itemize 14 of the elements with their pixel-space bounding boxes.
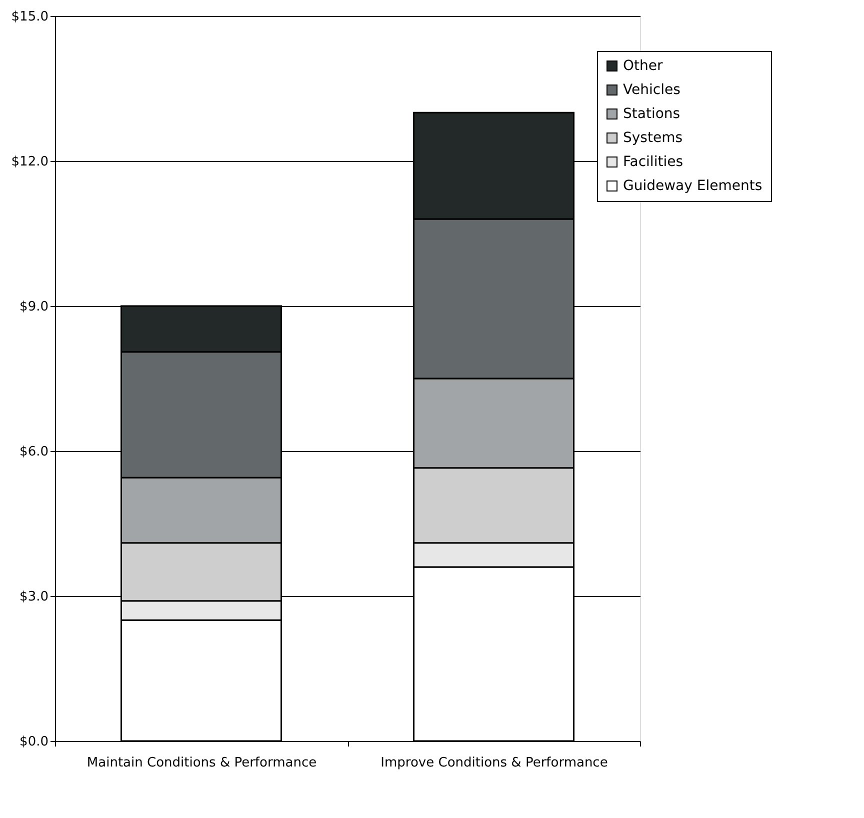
y-tick-label: $3.0 xyxy=(20,590,48,604)
legend-label: Vehicles xyxy=(623,82,680,98)
legend-label: Stations xyxy=(623,106,680,122)
legend-label: Systems xyxy=(623,130,682,146)
y-tick-label: $15.0 xyxy=(11,10,48,24)
legend-label: Guideway Elements xyxy=(623,178,762,194)
legend-label: Other xyxy=(623,58,663,74)
y-tick-label: $0.0 xyxy=(20,734,48,750)
y-tick-label: $12.0 xyxy=(11,154,48,170)
y-tick-label: $6.0 xyxy=(20,444,48,460)
x-tick-label: Maintain Conditions & Performance xyxy=(86,756,317,770)
y-tick-label: $9.0 xyxy=(20,300,48,314)
x-tick-label: Improve Conditions & Performance xyxy=(380,756,608,770)
legend-label: Facilities xyxy=(623,154,683,170)
